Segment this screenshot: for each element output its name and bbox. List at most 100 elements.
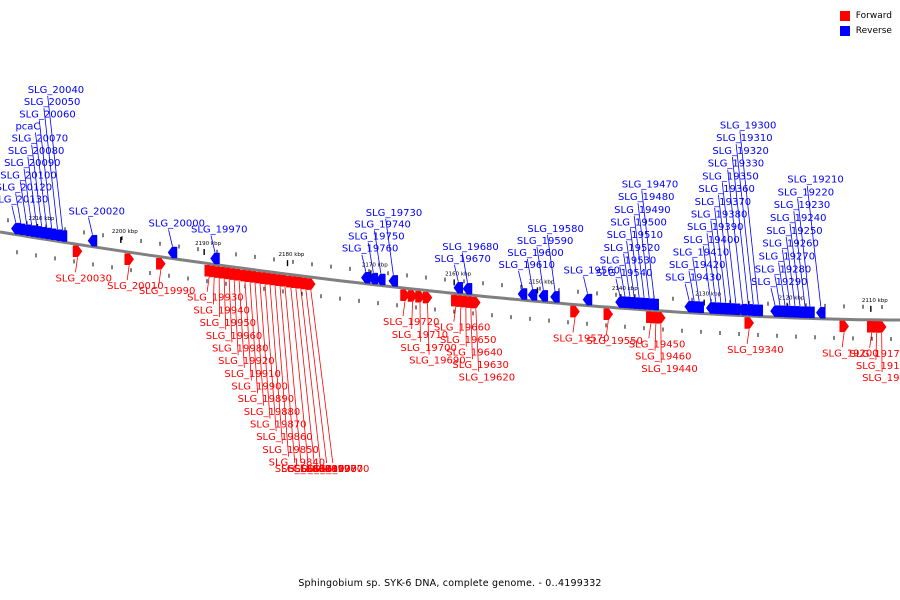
reverse-gene-arrow[interactable]	[815, 306, 826, 319]
forward-gene-label[interactable]: SLG_19640	[446, 348, 502, 359]
forward-gene-label[interactable]: SLG_20030	[56, 273, 112, 284]
forward-gene-arrow[interactable]	[306, 278, 316, 290]
reverse-gene-arrow[interactable]	[57, 230, 68, 242]
reverse-gene-label[interactable]: SLG_19610	[499, 260, 555, 271]
reverse-gene-arrow[interactable]	[753, 304, 764, 317]
reverse-gene-label[interactable]: SLG_20040	[28, 85, 84, 96]
reverse-gene-label[interactable]: SLG_20120	[0, 182, 52, 193]
forward-gene-label[interactable]: SLG_19820	[281, 464, 337, 475]
reverse-gene-label[interactable]: SLG_19270	[759, 252, 815, 263]
reverse-gene-label[interactable]: SLG_19290	[751, 277, 807, 288]
reverse-gene-label[interactable]: SLG_20060	[19, 109, 75, 120]
forward-gene-label[interactable]: SLG_19930	[187, 293, 243, 304]
reverse-gene-label[interactable]: SLG_19480	[618, 192, 674, 203]
forward-gene-label[interactable]: SLG_19850	[262, 445, 318, 456]
reverse-gene-label[interactable]: SLG_19240	[770, 213, 826, 224]
forward-gene-arrow[interactable]	[124, 253, 135, 265]
reverse-gene-label[interactable]: SLG_19590	[517, 236, 573, 247]
forward-gene-label[interactable]: SLG_19340	[727, 345, 783, 356]
reverse-gene-label[interactable]: SLG_19580	[527, 224, 583, 235]
forward-gene-label[interactable]: SLG_19960	[206, 331, 262, 342]
forward-gene-label[interactable]: SLG_19880	[244, 407, 300, 418]
reverse-gene-label[interactable]: SLG_19490	[614, 205, 670, 216]
reverse-gene-label[interactable]: SLG_19380	[691, 210, 747, 221]
reverse-gene-arrow[interactable]	[453, 282, 464, 294]
forward-gene-label[interactable]: SLG_19840	[269, 458, 325, 469]
reverse-gene-arrow[interactable]	[649, 298, 659, 311]
reverse-gene-label[interactable]: SLG_19260	[762, 239, 818, 250]
reverse-gene-arrow[interactable]	[805, 306, 815, 319]
reverse-gene-arrow[interactable]	[167, 246, 178, 259]
reverse-gene-label[interactable]: SLG_19520	[604, 243, 660, 254]
reverse-gene-arrow[interactable]	[87, 234, 98, 247]
reverse-gene-label[interactable]: SLG_20070	[12, 134, 68, 145]
forward-gene-label[interactable]: SLG_19550	[586, 336, 642, 347]
forward-gene-label[interactable]: SLG_19460	[635, 352, 691, 363]
forward-gene-label[interactable]: SLG_19920	[218, 356, 274, 367]
forward-gene-label[interactable]: SLG_19870	[250, 420, 306, 431]
reverse-gene-label[interactable]: SLG_20000	[149, 219, 205, 230]
forward-gene-arrow[interactable]	[471, 296, 481, 309]
forward-gene-arrow[interactable]	[570, 305, 580, 318]
reverse-gene-label[interactable]: SLG_19310	[716, 133, 772, 144]
reverse-gene-label[interactable]: SLG_19970	[191, 225, 247, 236]
reverse-gene-label[interactable]: SLG_19540	[596, 268, 652, 279]
reverse-gene-arrow[interactable]	[375, 273, 386, 286]
forward-gene-label[interactable]: SLG_19450	[629, 339, 685, 350]
reverse-gene-label[interactable]: SLG_19320	[712, 146, 768, 157]
forward-gene-label[interactable]: SLG_19810	[288, 464, 344, 475]
reverse-gene-arrow[interactable]	[210, 252, 220, 265]
reverse-gene-arrow[interactable]	[462, 283, 473, 295]
forward-gene-label[interactable]: SLG_19800	[294, 464, 350, 475]
reverse-gene-label[interactable]: SLG_19420	[669, 260, 725, 271]
reverse-gene-label[interactable]: SLG_19250	[766, 226, 822, 237]
reverse-gene-arrow[interactable]	[694, 301, 704, 314]
reverse-gene-label[interactable]: SLG_20130	[0, 195, 48, 206]
forward-gene-label[interactable]: SLG_19690	[409, 356, 465, 367]
forward-gene-arrow[interactable]	[407, 290, 418, 302]
forward-gene-label[interactable]: SLG_19190	[862, 373, 900, 384]
reverse-gene-label[interactable]: SLG_19730	[366, 208, 422, 219]
forward-gene-label[interactable]: SLG_19570	[553, 334, 609, 345]
reverse-gene-label[interactable]: SLG_20080	[8, 146, 64, 157]
reverse-gene-label[interactable]: SLG_20090	[4, 158, 60, 169]
forward-gene-label[interactable]: SLG_20010	[107, 281, 163, 292]
forward-gene-arrow[interactable]	[415, 291, 425, 303]
reverse-gene-label[interactable]: SLG_19670	[434, 254, 490, 265]
reverse-gene-arrow[interactable]	[360, 271, 371, 284]
reverse-gene-arrow[interactable]	[527, 289, 538, 301]
reverse-gene-arrow[interactable]	[368, 272, 379, 285]
reverse-gene-label[interactable]: SLG_19390	[687, 222, 743, 233]
reverse-gene-label[interactable]: SLG_19750	[348, 232, 404, 243]
forward-gene-label[interactable]: SLG_19620	[459, 373, 515, 384]
forward-gene-label[interactable]: SLG_19180	[856, 361, 900, 372]
forward-gene-arrow[interactable]	[603, 308, 614, 320]
reverse-gene-label[interactable]: SLG_19210	[787, 175, 843, 186]
reverse-gene-label[interactable]: pcaC	[15, 122, 40, 133]
reverse-gene-arrow[interactable]	[517, 288, 528, 300]
reverse-gene-label[interactable]: SLG_19500	[610, 217, 666, 228]
forward-gene-label[interactable]: SLG_19170	[850, 349, 900, 360]
reverse-gene-label[interactable]: SLG_19220	[778, 187, 834, 198]
reverse-gene-label[interactable]: SLG_19280	[755, 264, 811, 275]
forward-gene-label[interactable]: SLG_19200	[822, 348, 878, 359]
forward-gene-arrow[interactable]	[422, 291, 433, 304]
forward-gene-label[interactable]: SLG_19940	[193, 305, 249, 316]
forward-gene-label[interactable]: SLG_19890	[238, 394, 294, 405]
reverse-gene-label[interactable]: SLG_19360	[698, 184, 754, 195]
reverse-gene-label[interactable]: SLG_20050	[24, 97, 80, 108]
forward-gene-label[interactable]: SLG_19770	[313, 464, 369, 475]
reverse-gene-label[interactable]: SLG_19430	[665, 273, 721, 284]
reverse-gene-label[interactable]: SLG_19760	[342, 244, 398, 255]
reverse-gene-label[interactable]: SLG_19300	[720, 120, 776, 131]
forward-gene-label[interactable]: SLG_19980	[212, 343, 268, 354]
forward-gene-arrow[interactable]	[156, 258, 166, 270]
reverse-gene-label[interactable]: SLG_19560	[564, 266, 620, 277]
reverse-gene-arrow[interactable]	[388, 275, 399, 287]
forward-gene-label[interactable]: SLG_19950	[200, 318, 256, 329]
reverse-gene-label[interactable]: SLG_19350	[702, 171, 758, 182]
forward-gene-label[interactable]: SLG_19650	[440, 335, 496, 346]
reverse-gene-arrow[interactable]	[538, 290, 549, 302]
forward-gene-label[interactable]: SLG_19440	[641, 364, 697, 375]
reverse-gene-label[interactable]: SLG_19470	[622, 179, 678, 190]
